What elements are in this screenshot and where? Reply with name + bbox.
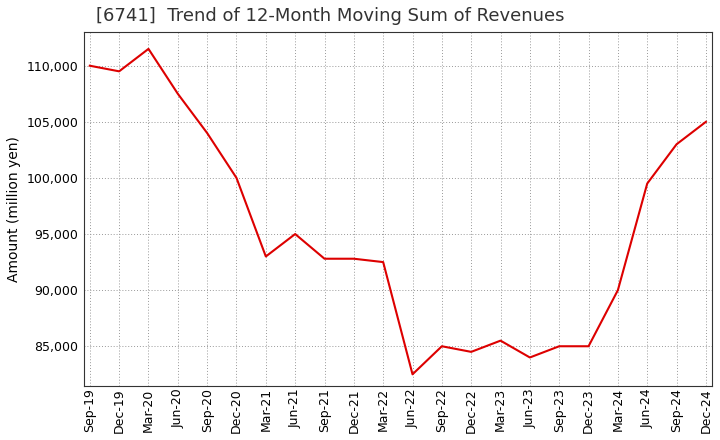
Text: [6741]  Trend of 12-Month Moving Sum of Revenues: [6741] Trend of 12-Month Moving Sum of R…: [96, 7, 565, 25]
Y-axis label: Amount (million yen): Amount (million yen): [7, 136, 21, 282]
